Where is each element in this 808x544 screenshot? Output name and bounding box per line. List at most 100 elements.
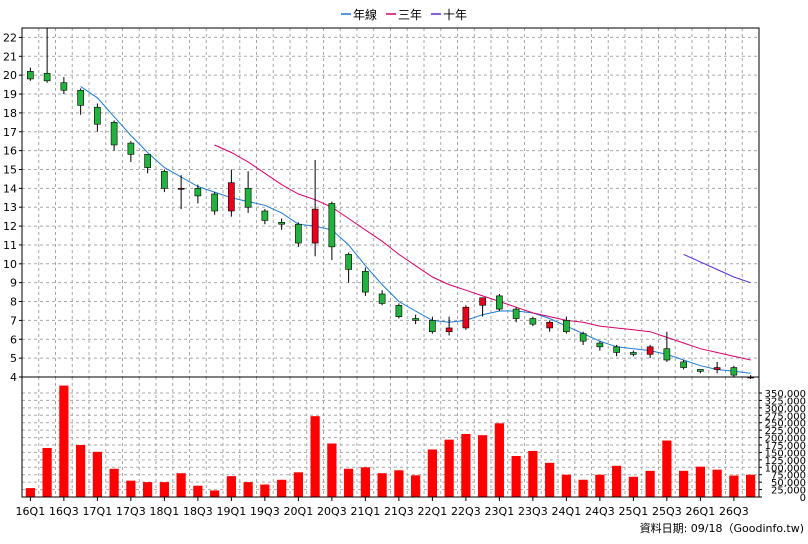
candle-body — [697, 369, 704, 372]
volume-tick-label: 225,000 — [765, 426, 806, 437]
candle — [429, 316, 436, 334]
volume-bar — [561, 474, 571, 497]
x-tick-label: 24Q1 — [552, 505, 582, 518]
candle-body — [60, 82, 68, 91]
plot-frame — [21, 27, 760, 498]
price-tick-label: 7 — [10, 314, 17, 327]
volume-bar — [210, 490, 220, 497]
volume-bar — [76, 445, 86, 497]
volume-bar — [92, 451, 102, 497]
volume-bar — [344, 468, 354, 497]
volume-plot-border — [21, 376, 760, 498]
x-tick-label: 17Q3 — [116, 505, 146, 518]
candle-body — [144, 154, 151, 168]
volume-bar — [310, 416, 320, 497]
candle — [395, 303, 403, 319]
volume-tick-label: 100,000 — [765, 463, 806, 474]
x-tick-label: 23Q3 — [518, 505, 548, 518]
volume-bar — [444, 439, 454, 497]
volume-tick-label: 50,000 — [771, 478, 806, 489]
candle — [646, 344, 654, 359]
volume-tick-label: 125,000 — [765, 456, 806, 467]
candle-body — [77, 89, 84, 106]
candle-body — [261, 210, 269, 221]
x-tick-label: 26Q1 — [686, 505, 716, 518]
price-grid — [21, 28, 760, 378]
candle — [563, 316, 570, 334]
price-axis: 4 5 6 7 8 9 10 11 12 13 14 15 16 17 18 19 20 21 22 — [3, 31, 22, 384]
candle-body — [429, 320, 436, 333]
source-note: 資料日期: 09/18（Goodinfo.tw) — [640, 521, 804, 535]
candle — [680, 360, 687, 370]
candle — [512, 307, 520, 323]
volume-bar — [25, 488, 35, 497]
candle — [211, 192, 218, 215]
x-tick-label: 21Q1 — [351, 505, 381, 518]
price-tick-label: 14 — [3, 182, 17, 195]
volume-bar — [427, 449, 437, 497]
volume-bar — [42, 447, 52, 497]
volume-tick-label: 275,000 — [765, 411, 806, 422]
volume-tick-label: 300,000 — [765, 404, 806, 415]
candle-body — [563, 320, 570, 333]
candle — [261, 209, 269, 225]
x-tick-label: 20Q3 — [317, 505, 347, 518]
candle — [362, 267, 369, 296]
price-tick-label: 17 — [3, 126, 17, 139]
x-tick-label: 19Q3 — [250, 505, 280, 518]
candle-body — [94, 106, 101, 125]
legend-ten-label: 十年 — [443, 8, 467, 22]
candle-body — [110, 122, 118, 146]
candle — [496, 293, 503, 311]
volume-tick-label: 325,000 — [765, 396, 806, 407]
volume-bar — [377, 473, 387, 497]
candle — [295, 222, 302, 247]
candle-body — [613, 346, 620, 353]
price-tick-label: 10 — [3, 258, 17, 271]
price-tick-label: 8 — [10, 296, 17, 309]
x-tick-label: 16Q3 — [49, 505, 79, 518]
x-axis: 16Q1 16Q3 17Q1 17Q3 18Q1 18Q3 19Q1 19Q3 20Q1 20Q3… — [16, 497, 749, 518]
price-tick-label: 15 — [3, 163, 17, 176]
volume-bar — [411, 475, 421, 497]
legend: 年線 三年 十年 — [341, 7, 467, 22]
candle-body — [161, 171, 168, 189]
candle — [663, 331, 671, 362]
price-tick-label: 6 — [10, 333, 17, 346]
candle — [378, 290, 386, 306]
volume-bar — [679, 470, 689, 497]
volume-bar — [243, 482, 253, 497]
year-line — [80, 86, 751, 374]
candle-body — [194, 188, 202, 197]
candle — [311, 160, 319, 257]
candle — [228, 169, 235, 217]
volume-bar — [126, 480, 136, 497]
x-tick-label: 16Q1 — [16, 505, 46, 518]
price-tick-label: 4 — [10, 371, 17, 384]
candle-body — [646, 346, 654, 355]
candle — [345, 252, 352, 283]
candle-body — [479, 297, 486, 306]
candle-body — [43, 72, 51, 82]
candle — [77, 88, 84, 115]
volume-bar — [511, 455, 521, 497]
ten-year-line — [683, 253, 751, 284]
price-tick-label: 13 — [3, 201, 17, 214]
candle-body — [177, 188, 185, 190]
volume-tick-label: 150,000 — [765, 448, 806, 459]
candle — [713, 361, 721, 374]
candle — [60, 77, 68, 95]
price-tick-label: 9 — [10, 277, 17, 290]
volume-bar — [260, 484, 270, 497]
candle-body — [127, 142, 135, 155]
candles — [27, 28, 754, 379]
volume-bars — [25, 385, 756, 497]
volume-tick-label: 75,000 — [771, 471, 806, 482]
volume-bar — [293, 472, 303, 497]
volume-bar — [645, 470, 655, 497]
x-tick-label: 22Q3 — [451, 505, 481, 518]
volume-bar — [595, 474, 605, 497]
x-tick-label: 21Q3 — [384, 505, 414, 518]
x-tick-label: 25Q3 — [652, 505, 682, 518]
